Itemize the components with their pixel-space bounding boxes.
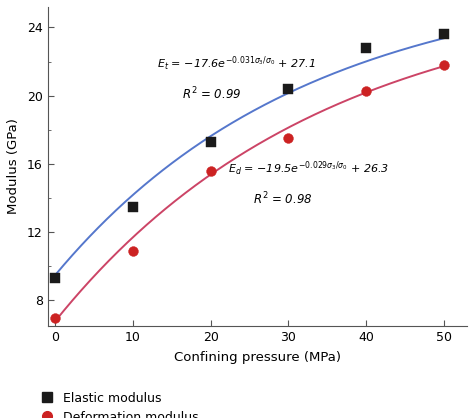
Point	[129, 203, 137, 210]
Text: $\mathit{R}^2$ = 0.99: $\mathit{R}^2$ = 0.99	[182, 86, 241, 102]
Point	[207, 168, 215, 174]
Point	[284, 86, 292, 92]
Legend: Elastic modulus, Deformation modulus: Elastic modulus, Deformation modulus	[33, 387, 203, 418]
Point	[129, 247, 137, 254]
Y-axis label: Modulus (GPa): Modulus (GPa)	[7, 119, 20, 214]
Point	[440, 31, 447, 38]
Point	[440, 61, 447, 68]
Text: $\mathit{E_t}$ = $-$17.6$e^{-0.031\sigma_3/\sigma_0}$ + 27.1: $\mathit{E_t}$ = $-$17.6$e^{-0.031\sigma…	[157, 54, 315, 73]
Text: $\mathit{E_d}$ = $-$19.5$e^{-0.029\sigma_3/\sigma_0}$ + 26.3: $\mathit{E_d}$ = $-$19.5$e^{-0.029\sigma…	[228, 160, 389, 178]
X-axis label: Confining pressure (MPa): Confining pressure (MPa)	[174, 351, 341, 364]
Point	[207, 138, 215, 145]
Point	[52, 275, 59, 282]
Point	[52, 314, 59, 321]
Point	[284, 135, 292, 142]
Point	[362, 87, 370, 94]
Point	[362, 45, 370, 51]
Text: $\mathit{R}^2$ = 0.98: $\mathit{R}^2$ = 0.98	[253, 191, 313, 208]
